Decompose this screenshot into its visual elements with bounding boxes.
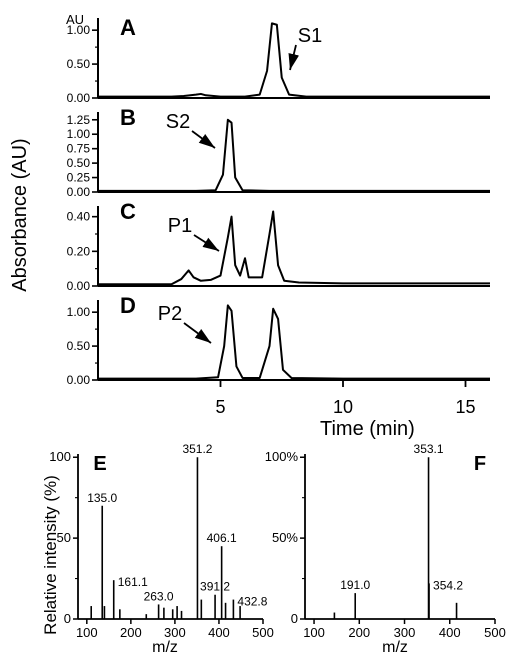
svg-text:0: 0 — [291, 611, 298, 626]
svg-text:0.20: 0.20 — [67, 244, 91, 258]
svg-text:200: 200 — [348, 625, 370, 640]
svg-text:B: B — [120, 105, 136, 130]
panel-F: 0 50% 100% 100 200 300 400 500 191.0 353.1 354.2 F — [265, 442, 506, 640]
svg-text:263.0: 263.0 — [144, 589, 174, 603]
svg-text:200: 200 — [120, 625, 142, 640]
svg-text:432.8: 432.8 — [237, 595, 267, 609]
svg-text:191.0: 191.0 — [340, 578, 370, 592]
svg-text:D: D — [120, 293, 136, 318]
svg-text:C: C — [120, 199, 136, 224]
svg-text:406.1: 406.1 — [207, 531, 237, 545]
svg-text:391.2: 391.2 — [200, 580, 230, 594]
svg-text:0.50: 0.50 — [67, 339, 91, 353]
svg-text:Absorbance (AU): Absorbance (AU) — [9, 138, 31, 291]
svg-text:300: 300 — [164, 625, 186, 640]
svg-text:P1: P1 — [168, 215, 192, 237]
svg-text:500: 500 — [484, 625, 506, 640]
panel-E: 050100100200300400500135.0161.1263.0351.… — [49, 442, 274, 640]
svg-text:1.00: 1.00 — [67, 305, 91, 319]
svg-text:0.25: 0.25 — [67, 171, 91, 185]
svg-text:0.50: 0.50 — [67, 57, 91, 71]
svg-text:0.00: 0.00 — [67, 373, 91, 387]
panel-A: 0.000.501.00AUAS1 — [66, 12, 490, 105]
svg-text:0.50: 0.50 — [67, 156, 91, 170]
svg-text:10: 10 — [333, 397, 353, 417]
panel-B: 0.000.250.500.751.001.25 B S2 — [67, 105, 490, 199]
svg-text:0.40: 0.40 — [67, 210, 91, 224]
panel-D: 0.00 0.50 1.00 D P2 5 10 15 — [67, 293, 490, 417]
svg-text:100: 100 — [303, 625, 325, 640]
svg-text:100: 100 — [49, 449, 71, 464]
svg-text:5: 5 — [215, 397, 225, 417]
svg-text:m/z: m/z — [152, 639, 178, 656]
svg-text:500: 500 — [252, 625, 274, 640]
svg-text:354.2: 354.2 — [433, 578, 463, 592]
svg-text:Relative intensity (%): Relative intensity (%) — [41, 475, 60, 635]
svg-text:351.2: 351.2 — [182, 442, 212, 456]
svg-text:AU: AU — [66, 12, 84, 27]
svg-text:m/z: m/z — [382, 639, 408, 656]
svg-text:0.00: 0.00 — [67, 279, 91, 293]
svg-text:P2: P2 — [158, 303, 182, 325]
svg-text:S2: S2 — [166, 111, 190, 133]
svg-text:0.00: 0.00 — [67, 185, 91, 199]
svg-text:15: 15 — [455, 397, 475, 417]
svg-text:50%: 50% — [272, 530, 298, 545]
svg-text:A: A — [120, 15, 136, 40]
panel-C: 0.00 0.20 0.40 C P1 — [67, 199, 490, 293]
figure-svg: 0.000.501.00AUAS10.000.250.500.751.001.2… — [0, 0, 520, 656]
svg-text:161.1: 161.1 — [118, 575, 148, 589]
svg-text:0.75: 0.75 — [67, 142, 91, 156]
svg-text:135.0: 135.0 — [87, 491, 117, 505]
svg-text:F: F — [474, 453, 486, 475]
svg-text:1.25: 1.25 — [67, 113, 91, 127]
svg-text:1.00: 1.00 — [67, 127, 91, 141]
svg-text:E: E — [93, 453, 106, 475]
svg-text:S1: S1 — [298, 25, 322, 47]
svg-text:0: 0 — [64, 611, 71, 626]
svg-text:400: 400 — [208, 625, 230, 640]
svg-text:353.1: 353.1 — [414, 442, 444, 456]
svg-text:400: 400 — [439, 625, 461, 640]
svg-text:0.00: 0.00 — [67, 91, 91, 105]
svg-text:Time (min): Time (min) — [320, 418, 415, 440]
svg-text:100: 100 — [76, 625, 98, 640]
svg-text:300: 300 — [394, 625, 416, 640]
svg-text:100%: 100% — [265, 449, 299, 464]
